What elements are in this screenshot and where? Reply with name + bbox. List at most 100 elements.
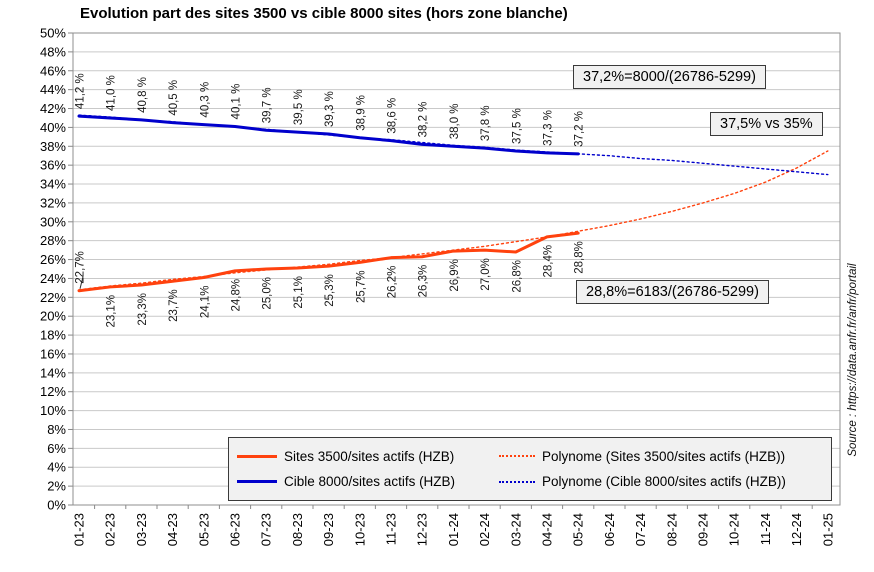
x-axis-tick-label: 03-23 [134,513,149,546]
data-label-cible-8000: 37,8 % [480,105,492,141]
dotted-line-swatch-blue [499,480,535,483]
y-axis-tick-label: 26% [40,252,66,267]
series-line-sites-3500 [77,231,580,293]
legend-label: Cible 8000/sites actifs (HZB) [284,474,456,490]
y-axis-tick-label: 36% [40,158,66,173]
data-label-cible-8000: 41,0 % [106,75,118,111]
annotation-sites-formula: 28,8%=6183/(26786-5299) [576,280,769,304]
x-axis-tick-label: 12-24 [789,513,804,546]
x-axis-tick-label: 01-24 [446,513,461,546]
x-axis-tick-label: 02-23 [103,513,118,546]
data-label-sites-3500: 24,1% [199,285,211,318]
y-axis-tick-label: 2% [47,479,66,494]
plot-frame [72,32,841,506]
y-axis-tick-label: 24% [40,271,66,286]
solid-line-swatch-blue [237,480,277,484]
x-axis-tick-label: 05-24 [571,513,586,546]
annotation-cible-formula: 37,2%=8000/(26786-5299) [573,65,766,89]
data-label-cible-8000: 38,6 % [387,98,399,134]
series-line-cible-8000 [77,114,580,156]
x-axis-tick-label: 01-25 [820,513,835,546]
data-label-cible-8000: 40,5 % [168,80,180,116]
y-axis-tick-label: 44% [40,82,66,97]
data-label-cible-8000: 37,2 % [574,111,586,147]
data-label-sites-3500: 25,3% [324,274,336,307]
data-label-sites-3500: 25,0% [262,277,274,310]
y-axis-tick-label: 4% [47,460,66,475]
data-label-cible-8000: 40,3 % [199,82,211,118]
legend-item-cible-8000: Cible 8000/sites actifs (HZB) [237,474,499,489]
data-label-cible-8000: 39,7 % [262,87,274,123]
y-axis-tick-label: 38% [40,139,66,154]
data-label-cible-8000: 39,5 % [293,89,305,125]
legend-item-polynome-sites-3500: Polynome (Sites 3500/sites actifs (HZB)) [499,449,831,464]
x-axis-tick-label: 10-24 [727,513,742,546]
data-label-sites-3500: 28,8% [574,241,586,274]
data-label-sites-3500: 25,7% [355,270,367,303]
legend-label: Sites 3500/sites actifs (HZB) [284,448,455,464]
y-axis-tick-label: 18% [40,328,66,343]
legend-item-sites-3500: Sites 3500/sites actifs (HZB) [237,449,499,464]
source-note: Source : https://data.anfr.fr/anfr/porta… [847,263,859,457]
series-line-poly-cible-8000 [78,114,829,176]
x-axis-tick-label: 04-23 [165,513,180,546]
y-axis-tick-label: 20% [40,309,66,324]
data-label-sites-3500: 24,8% [231,279,243,312]
label-leader-line [79,276,84,289]
data-label-cible-8000: 39,3 % [324,91,336,127]
data-label-cible-8000: 38,0 % [449,103,461,139]
data-label-cible-8000: 37,3 % [543,110,555,146]
data-label-cible-8000: 40,1 % [231,84,243,120]
x-axis-tick-label: 09-23 [321,513,336,546]
y-axis-tick-label: 48% [40,44,66,59]
legend-item-polynome-cible-8000: Polynome (Cible 8000/sites actifs (HZB)) [499,474,831,489]
data-label-sites-3500: 26,3% [418,265,430,298]
data-label-sites-3500: 27,0% [480,258,492,291]
x-axis-tick-label: 12-23 [415,513,430,546]
data-label-sites-3500: 25,1% [293,276,305,309]
y-axis-tick-label: 40% [40,120,66,135]
data-label-sites-3500: 23,1% [106,295,118,328]
y-axis-tick-label: 6% [47,441,66,456]
y-axis-tick-label: 12% [40,384,66,399]
x-axis-tick-label: 07-24 [633,513,648,546]
y-axis-tick-label: 16% [40,346,66,361]
y-axis-tick-label: 22% [40,290,66,305]
data-label-sites-3500: 26,2% [387,266,399,299]
x-axis-tick-label: 08-23 [290,513,305,546]
data-label-sites-3500: 28,4% [543,245,555,278]
chart-title: Evolution part des sites 3500 vs cible 8… [80,5,568,22]
dotted-line-swatch-orange [499,455,535,458]
x-axis-tick-label: 10-23 [352,513,367,546]
data-label-sites-3500: 26,9% [449,259,461,292]
x-axis-tick-label: 06-24 [602,513,617,546]
legend-label: Polynome (Cible 8000/sites actifs (HZB)) [542,474,786,490]
x-axis-tick-label: 04-24 [540,513,555,546]
x-axis-tick-label: 11-23 [384,513,399,545]
legend-label: Polynome (Sites 3500/sites actifs (HZB)) [542,448,786,464]
data-label-sites-3500: 26,8% [511,260,523,293]
x-axis-tick-label: 05-23 [196,513,211,546]
y-axis-tick-label: 30% [40,214,66,229]
y-axis-tick-label: 14% [40,365,66,380]
x-axis-tick-label: 09-24 [696,513,711,546]
x-axis-tick-label: 08-24 [664,513,679,546]
data-label-cible-8000: 40,8 % [137,77,149,113]
x-axis-tick-label: 01-23 [72,513,87,546]
y-axis-tick-label: 50% [40,26,66,41]
solid-line-swatch-orange [237,454,277,458]
y-axis-tick-label: 0% [47,498,66,513]
data-label-sites-3500: 22,7% [75,251,87,284]
data-label-cible-8000: 41,2 % [75,73,87,109]
annotation-projection-comparison: 37,5% vs 35% [710,112,823,136]
y-axis-tick-label: 46% [40,63,66,78]
data-label-cible-8000: 38,2 % [418,102,430,138]
x-axis-tick-label: 07-23 [259,513,274,546]
y-axis-tick-label: 10% [40,403,66,418]
y-axis-tick-label: 32% [40,195,66,210]
x-axis-tick-label: 06-23 [228,513,243,546]
y-axis-tick-label: 34% [40,177,66,192]
legend: Sites 3500/sites actifs (HZB) Polynome (… [228,437,832,501]
x-axis-tick-label: 02-24 [477,513,492,546]
